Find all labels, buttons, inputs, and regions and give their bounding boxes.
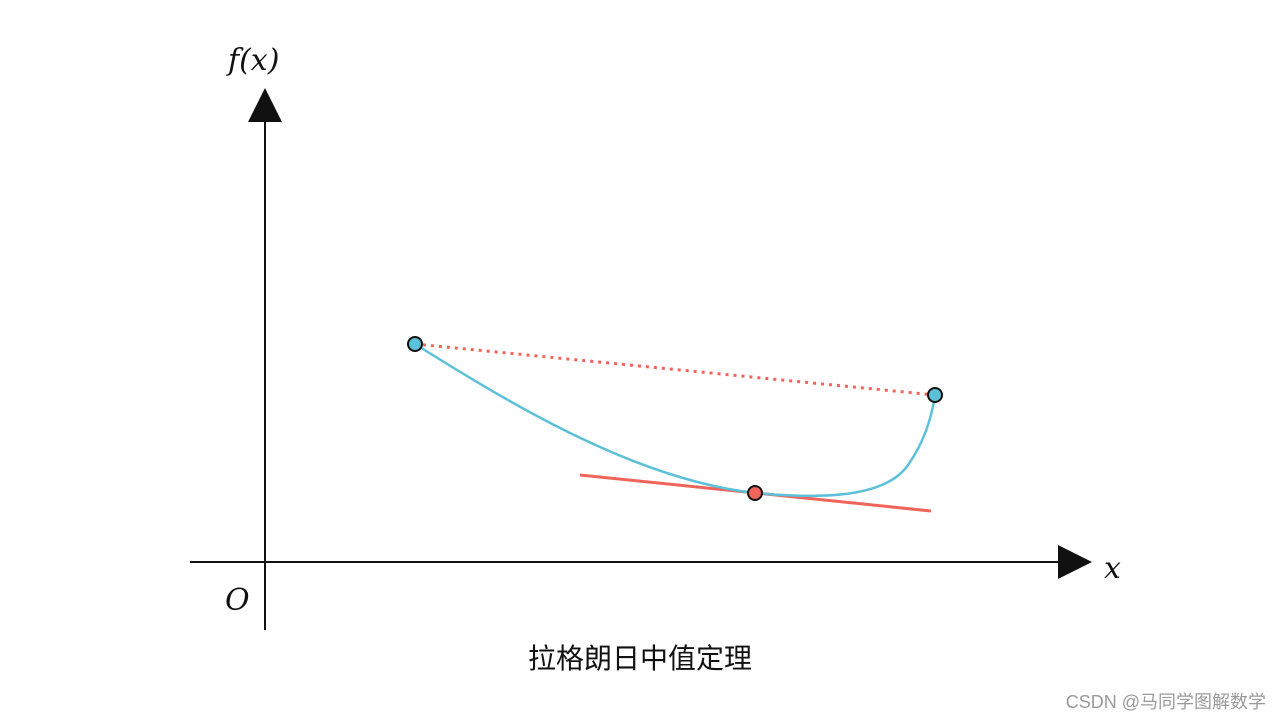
- left-endpoint: [407, 336, 423, 352]
- tangent-point: [747, 485, 763, 501]
- y-axis-arrow-icon: [248, 88, 282, 122]
- diagram-caption: 拉格朗日中值定理: [528, 642, 752, 675]
- secant-line: [414, 342, 936, 397]
- x-axis-label: x: [1104, 551, 1121, 586]
- function-curve: [414, 342, 937, 498]
- right-endpoint: [927, 387, 943, 403]
- x-axis-arrow-icon: [1058, 545, 1092, 579]
- origin-label: O: [225, 583, 250, 618]
- y-axis-label: f(x): [226, 43, 279, 78]
- watermark: CSDN @马同学图解数学: [1066, 692, 1266, 712]
